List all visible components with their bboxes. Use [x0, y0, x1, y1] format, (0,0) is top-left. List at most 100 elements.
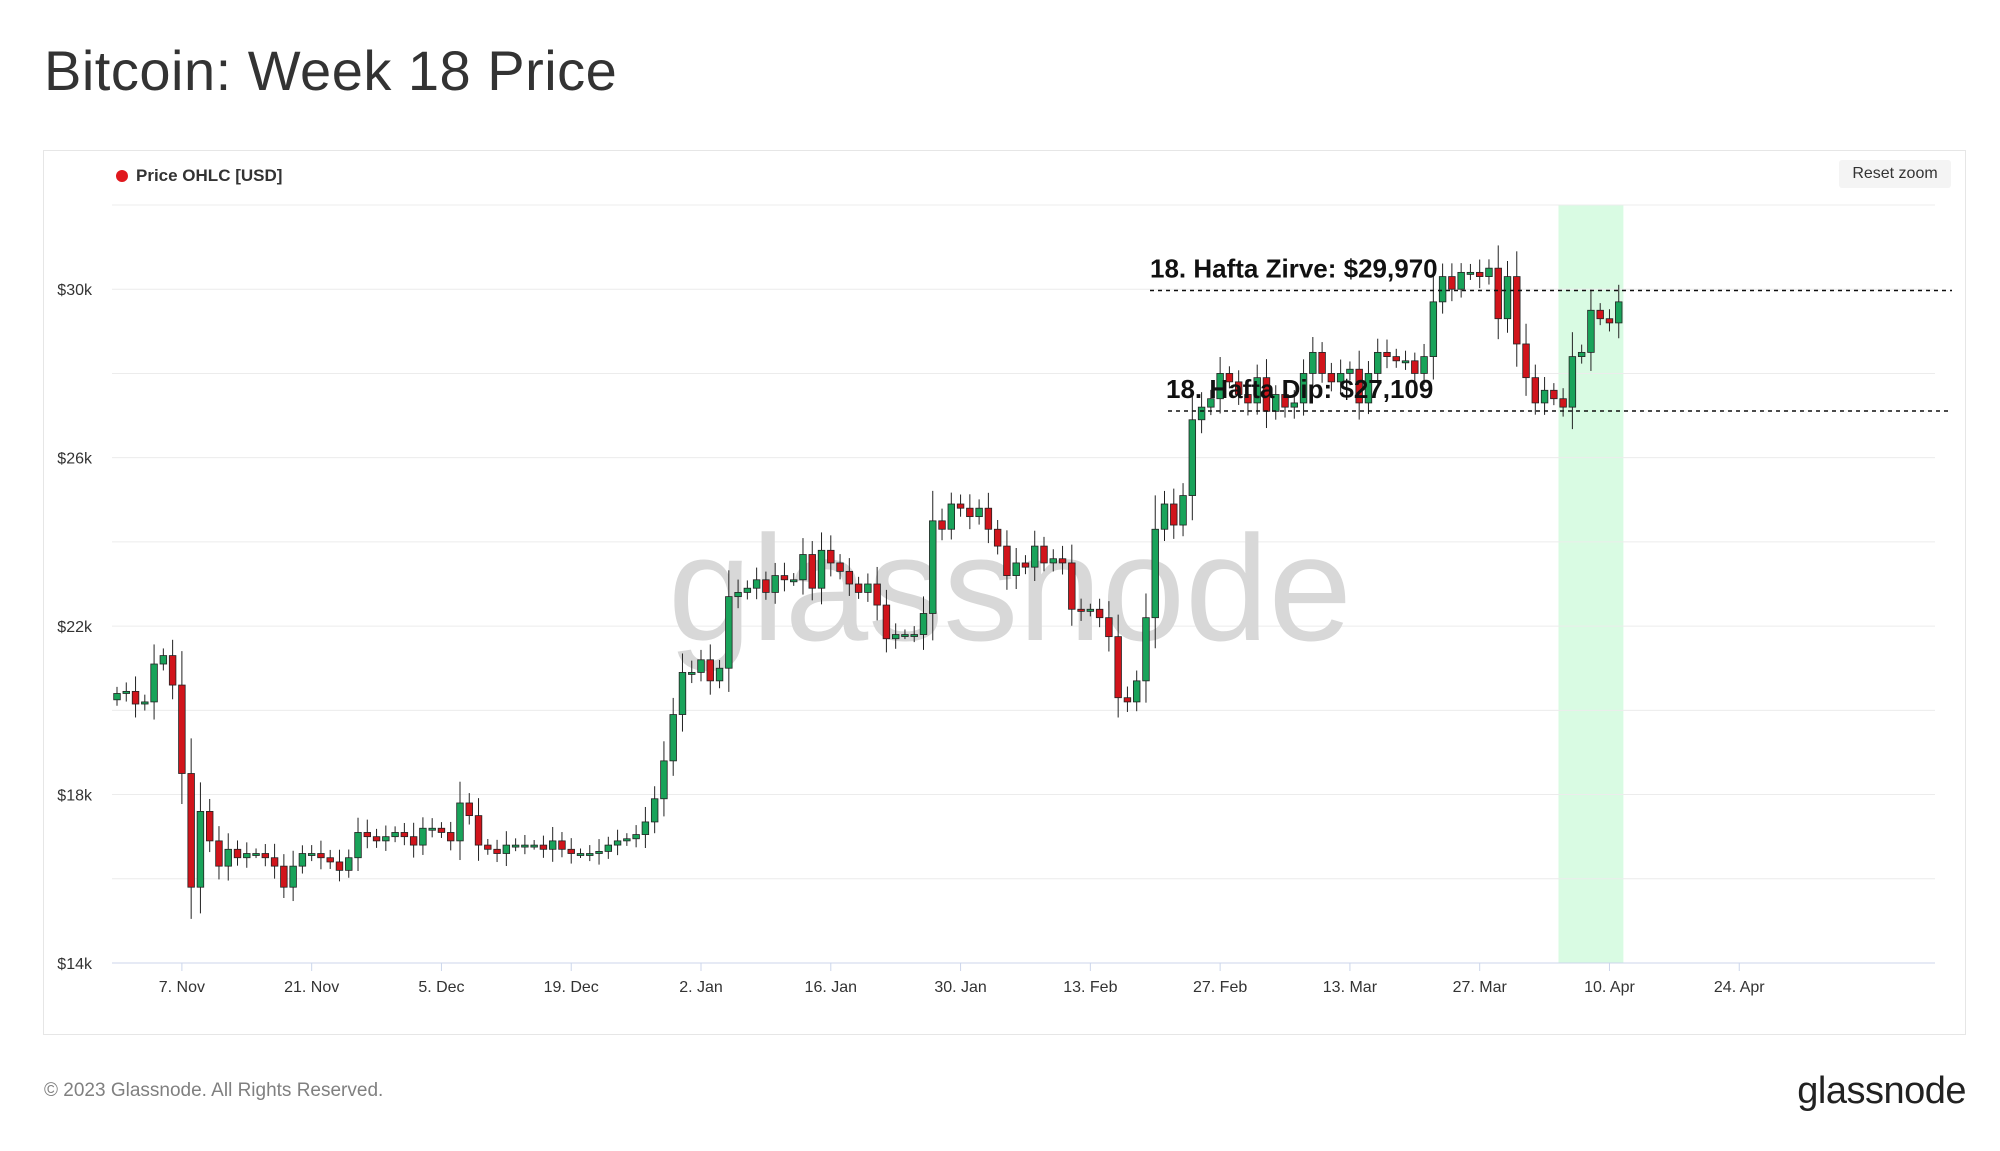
candle-down [372, 836, 381, 842]
candle-up [1179, 495, 1187, 526]
candle-up [1615, 301, 1623, 324]
candle-up [1540, 389, 1549, 404]
candle-down [1170, 503, 1178, 526]
candle-up [1374, 351, 1382, 374]
candle-down [1559, 398, 1567, 408]
candle-down [1513, 276, 1521, 345]
candle-down [409, 836, 418, 846]
candle-down [1318, 351, 1326, 374]
candle-up [910, 634, 918, 637]
candle-up [1086, 608, 1095, 612]
candle-down [1234, 381, 1243, 395]
candle-up [530, 844, 538, 848]
candle-up [586, 853, 594, 856]
candle-down [558, 840, 566, 850]
candle-up [929, 520, 937, 614]
x-tick-label: 27. Mar [1453, 979, 1508, 996]
annotation-layer: 18. Hafta Zirve: $29,970 18. Hafta Dip: $… [1150, 253, 1952, 412]
candle-up [1429, 301, 1438, 358]
candle-up [1151, 528, 1159, 619]
candle-up [604, 844, 613, 852]
x-tick-label: 21. Nov [284, 979, 339, 996]
candle-up [1336, 373, 1345, 383]
candle-up [752, 579, 761, 589]
page-title: Bitcoin: Week 18 Price [44, 39, 618, 102]
candle-down [1068, 562, 1076, 610]
candle-up [576, 853, 585, 856]
candle-down [335, 861, 344, 871]
candle-down [326, 857, 334, 863]
candle-down [261, 853, 270, 859]
candle-down [168, 655, 177, 686]
candle-down [317, 853, 325, 859]
reset-zoom-button[interactable]: Reset zoom [1839, 160, 1951, 188]
x-tick-label: 24. Apr [1714, 979, 1765, 996]
candle-up [382, 836, 390, 842]
candle-up [456, 802, 464, 842]
candle-down [131, 690, 140, 705]
candle-up [243, 853, 251, 859]
candle-down [1448, 276, 1456, 290]
candle-down [363, 832, 371, 838]
candle-up [650, 798, 659, 823]
chart-frame [43, 150, 1966, 1035]
legend[interactable]: Price OHLC [USD] [116, 166, 282, 186]
candle-up [502, 844, 511, 854]
candle-up [669, 714, 677, 762]
candle-up [511, 844, 520, 848]
candle-up [734, 592, 742, 598]
candle-down [706, 659, 714, 682]
y-tick-label: $26k [57, 451, 93, 468]
candle-down [836, 562, 844, 572]
candle-up [975, 507, 983, 518]
annotation-label: 18. Hafta Dip: $27,109 [1166, 374, 1433, 404]
candle-up [113, 693, 121, 701]
candle-up [1309, 351, 1317, 374]
candle-down [808, 554, 816, 589]
candle-up [196, 811, 205, 888]
y-tick-label: $30k [57, 282, 93, 299]
candle-up [1568, 356, 1577, 408]
candle-up [428, 827, 436, 831]
candle-up [1587, 309, 1595, 353]
candle-down [1605, 318, 1614, 324]
candle-up [224, 848, 232, 867]
x-tick-label: 10. Apr [1584, 979, 1635, 996]
candle-up [1142, 617, 1150, 682]
candle-down [270, 857, 279, 867]
candle-down [1281, 394, 1289, 408]
annotation-label: 18. Hafta Zirve: $29,970 [1150, 253, 1438, 283]
candle-up [641, 821, 650, 835]
x-tick-label: 7. Nov [159, 979, 205, 996]
candle-down [1040, 545, 1048, 564]
candle-down [437, 827, 446, 833]
watermark-text: glassnode [668, 504, 1352, 672]
candle-down [1095, 608, 1104, 619]
candle-down [1475, 271, 1484, 277]
candle-down [845, 570, 854, 585]
candle-up [122, 690, 130, 694]
candle-down [1494, 267, 1502, 320]
candle-up [1160, 503, 1169, 530]
candle-up [1049, 558, 1057, 564]
candle-up [1438, 276, 1447, 303]
candle-up [743, 587, 752, 593]
candle-up [1457, 271, 1465, 290]
candle-up [947, 503, 955, 530]
candle-down [873, 583, 881, 606]
candle-down [882, 604, 891, 640]
candle-down [762, 579, 770, 593]
candle-down [447, 832, 455, 842]
legend-label: Price OHLC [USD] [136, 166, 283, 185]
candle-up [307, 853, 316, 856]
candle-up [623, 838, 631, 842]
candle-down [1531, 377, 1540, 404]
x-tick-label: 13. Feb [1063, 979, 1117, 996]
candle-up [419, 827, 427, 846]
candle-down [233, 848, 242, 859]
candle-down [187, 773, 195, 888]
candle-up [1364, 373, 1373, 404]
candle-down [827, 549, 835, 564]
candle-down [1003, 545, 1011, 576]
